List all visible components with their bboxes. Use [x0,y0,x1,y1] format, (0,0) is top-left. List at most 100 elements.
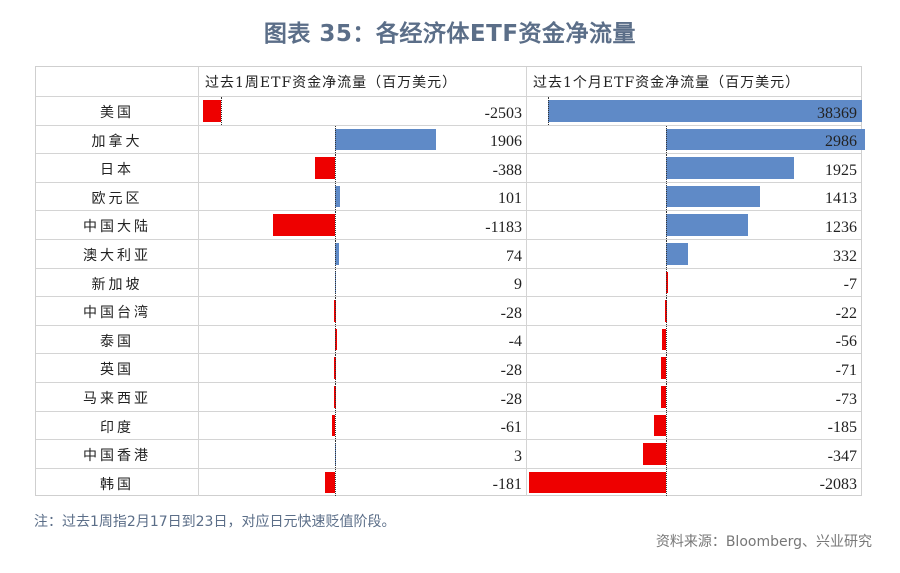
month-cell: -2083 [526,468,861,497]
header-empty [36,67,198,96]
week-value: -61 [500,419,522,437]
month-bar [529,471,666,494]
economy-name: 泰国 [36,326,198,354]
zero-axis-line [666,154,667,182]
table-row: 泰国 -4 -56 [36,324,861,354]
week-value: -28 [500,304,522,322]
table-row: 韩国 -181 -2083 [36,467,861,497]
month-cell: 1925 [526,154,861,182]
month-cell: 1413 [526,182,861,211]
month-bar [666,157,794,179]
table-row: 加拿大 1906 2986 [36,124,865,154]
table-row: 马来西亚 -28 -73 [36,382,861,411]
table-row: 欧元区 101 1413 [36,181,861,211]
table-row: 日本 -388 1925 [36,153,861,182]
week-bar [333,357,336,379]
economy-name: 中国香港 [36,440,198,468]
month-cell: -7 [526,268,861,297]
zero-axis-line [666,468,667,497]
month-bar [661,386,666,408]
economy-label: 韩国 [100,476,134,493]
month-value: -185 [827,419,857,437]
week-cell: -2503 [198,97,526,125]
zero-axis-line [666,383,667,411]
zero-axis-line [335,211,336,239]
economy-label: 新加坡 [91,276,143,293]
week-cell: -61 [198,411,526,440]
week-value: -388 [492,161,522,179]
month-bar [642,443,666,465]
month-bar [653,414,666,437]
table-row: 新加坡 9 -7 [36,267,861,297]
week-cell: 101 [198,182,526,211]
month-bar [666,128,865,151]
table-row: 澳大利亚 74 332 [36,239,861,268]
economy-name: 美国 [36,97,198,125]
month-bar [661,357,666,379]
week-cell: -388 [198,154,526,182]
month-bar [666,185,760,208]
week-bar [333,386,336,408]
month-value: -2083 [819,476,857,494]
week-cell: 1906 [198,125,526,154]
month-value: 1413 [825,190,857,208]
month-cell: -185 [526,411,861,440]
month-cell: -73 [526,383,861,411]
zero-axis-line [548,97,549,125]
table-row: 美国 -2503 38369 [36,96,862,125]
month-value: 38369 [817,104,857,122]
economy-label: 马来西亚 [83,391,151,407]
week-value: -28 [500,390,522,408]
zero-axis-line [221,97,222,125]
economy-name: 中国大陆 [36,211,198,239]
zero-axis-line [666,182,667,211]
header-week-text: 过去1周ETF资金净流量（百万美元） [205,75,458,91]
week-cell: -1183 [198,211,526,239]
table-row: 印度 -61 -185 [36,410,861,440]
month-bar [666,243,689,265]
economy-name: 中国台湾 [36,297,198,325]
week-value: -4 [508,333,522,351]
table-row: 中国台湾 -28 -22 [36,296,861,325]
month-bar [662,328,666,351]
economy-label: 加拿大 [91,133,143,150]
week-bar [333,300,336,322]
month-value: 332 [833,247,857,265]
week-bar [314,157,335,179]
economy-name: 澳大利亚 [36,240,198,268]
week-value: 101 [498,190,522,208]
economy-label: 英国 [100,362,134,379]
zero-axis-line [666,125,667,154]
economy-name: 印度 [36,412,198,440]
economy-name: 韩国 [36,469,198,497]
economy-label: 中国大陆 [83,219,151,236]
economy-label: 中国台湾 [83,305,151,322]
header-row: 过去1周ETF资金净流量（百万美元） 过去1个月ETF资金净流量（百万美元） [36,67,861,96]
economy-label: 澳大利亚 [83,248,151,264]
week-value: -1183 [485,218,522,236]
month-value: -56 [835,333,857,351]
month-cell: -71 [526,354,861,382]
week-value: -181 [492,476,522,494]
zero-axis-line [335,268,336,297]
zero-axis-line [335,240,336,268]
zero-axis-line [335,182,336,211]
week-value: 1906 [490,133,522,151]
month-value: -22 [835,304,857,322]
month-value: -73 [835,390,857,408]
zero-axis-line [666,411,667,440]
week-cell: -181 [198,468,526,497]
zero-axis-line [335,125,336,154]
week-value: 74 [506,247,522,265]
week-bar [203,100,221,122]
week-bar [331,414,335,437]
week-cell: -28 [198,383,526,411]
zero-axis-line [666,440,667,468]
month-cell: 2986 [526,125,865,154]
week-value: -28 [500,361,522,379]
header-month-text: 过去1个月ETF资金净流量（百万美元） [533,75,801,91]
month-bar [666,214,749,236]
week-cell: 74 [198,240,526,268]
week-cell: 3 [198,440,526,468]
zero-axis-line [666,325,667,354]
